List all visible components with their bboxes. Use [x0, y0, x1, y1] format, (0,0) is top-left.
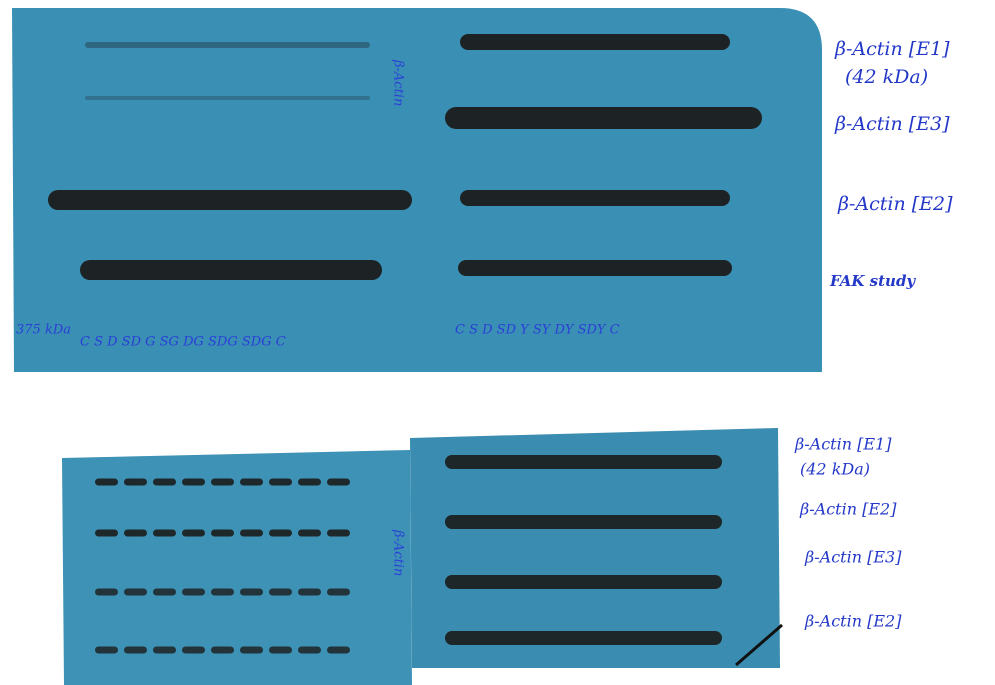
label: β-Actin [E1]: [834, 38, 950, 60]
bottom-labels: β-Actin [E1] (42 kDa) β-Actin [E2] β-Act…: [794, 435, 902, 631]
band: [327, 530, 350, 537]
band: [211, 479, 234, 486]
band: [211, 530, 234, 537]
band: [85, 96, 370, 100]
band: [95, 530, 118, 537]
label: β-Actin [E2]: [799, 500, 897, 519]
band: [95, 647, 118, 654]
lane-labels: C S D SD Y SY DY SDY C: [455, 323, 620, 338]
band: [240, 530, 263, 537]
band: [124, 479, 147, 486]
band: [445, 515, 722, 529]
band: [298, 530, 321, 537]
lane-labels: C S D SD G SG DG SDG SDG C: [80, 335, 286, 350]
band: [460, 190, 730, 206]
label: β-Actin [E2]: [804, 612, 902, 631]
band: [211, 647, 234, 654]
band: [327, 647, 350, 654]
label: β-Actin [E3]: [804, 548, 902, 567]
top-labels: β-Actin [E1] (42 kDa) β-Actin [E3] β-Act…: [829, 38, 953, 290]
band: [85, 42, 370, 48]
band: [298, 647, 321, 654]
band: [445, 107, 762, 129]
label: (42 kDa): [845, 66, 928, 88]
band: [80, 260, 382, 280]
band: [269, 647, 292, 654]
band: [240, 589, 263, 596]
antibody-label: β-Actin: [391, 59, 406, 106]
band: [182, 530, 205, 537]
marker-label: 375 kDa: [16, 323, 71, 338]
band: [445, 455, 722, 469]
band: [298, 589, 321, 596]
band: [182, 647, 205, 654]
band: [124, 589, 147, 596]
band: [95, 479, 118, 486]
band: [240, 647, 263, 654]
band: [182, 589, 205, 596]
blot-photo: β-Actin [E1] (42 kDa) β-Actin [E3] β-Act…: [0, 0, 995, 685]
band: [327, 589, 350, 596]
band: [48, 190, 412, 210]
band: [153, 530, 176, 537]
band: [269, 479, 292, 486]
band: [211, 589, 234, 596]
band: [124, 530, 147, 537]
band: [460, 34, 730, 50]
band: [458, 260, 732, 276]
label: β-Actin [E1]: [794, 435, 892, 454]
band: [124, 647, 147, 654]
label: β-Actin [E2]: [837, 193, 953, 215]
label: FAK study: [829, 272, 916, 290]
band: [95, 589, 118, 596]
band: [240, 479, 263, 486]
band: [298, 479, 321, 486]
band: [182, 479, 205, 486]
band: [153, 479, 176, 486]
antibody-label: β-Actin: [391, 529, 406, 576]
band: [153, 589, 176, 596]
band: [445, 575, 722, 589]
label: β-Actin [E3]: [834, 113, 950, 135]
band: [269, 589, 292, 596]
band: [445, 631, 722, 645]
band: [327, 479, 350, 486]
band: [153, 647, 176, 654]
label: (42 kDa): [800, 460, 870, 479]
band: [269, 530, 292, 537]
